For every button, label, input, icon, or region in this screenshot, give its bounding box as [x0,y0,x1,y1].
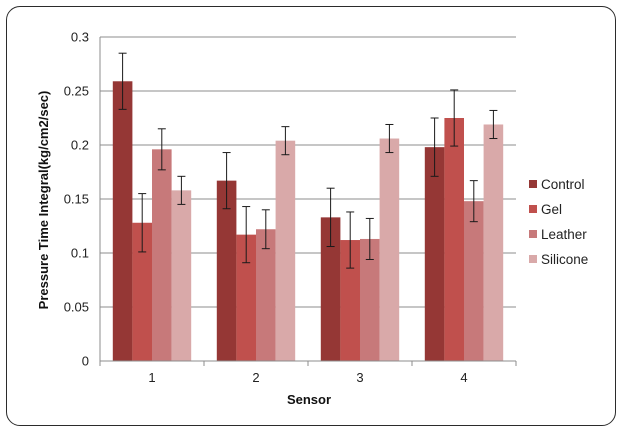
legend-label-gel: Gel [541,202,562,217]
legend-swatch-leather [529,230,537,238]
bar-chart: 0 0.05 0.1 0.15 0.2 0.25 0.3 1 2 3 4 Pressure Tim… [36,30,588,408]
x-tick-label: 4 [460,370,467,385]
y-tick-label: 0.3 [71,30,89,45]
bar-silicone-sensor-1 [171,190,192,361]
bar-silicone-sensor-3 [379,138,400,361]
legend-label-silicone: Silicone [541,252,588,267]
legend-swatch-silicone [529,255,537,263]
bar-silicone-sensor-4 [483,124,504,361]
y-axis-title: Pressure Time Integral(kg/cm2/sec) [36,91,51,310]
y-tick-label: 0.05 [64,300,89,315]
legend-label-leather: Leather [541,227,587,242]
bar-leather-sensor-4 [464,201,484,361]
bar-control-sensor-1 [112,81,133,361]
x-tick-label: 1 [148,370,155,385]
bar-control-sensor-4 [424,147,445,361]
legend-swatch-control [529,180,537,188]
y-tick-label: 0.2 [71,138,89,153]
x-tick-label: 3 [356,370,363,385]
bar-gel-sensor-2 [236,234,256,361]
x-tick-labels: 1 2 3 4 [148,370,467,385]
bar-control-sensor-2 [216,180,237,361]
legend: Control Gel Leather Silicone [529,177,588,267]
x-tick-label: 2 [252,370,259,385]
y-tick-label: 0 [82,354,89,369]
error-bars [118,52,498,269]
bar-gel-sensor-3 [340,240,360,361]
bar-gel-sensor-4 [444,118,464,361]
bar-silicone-sensor-2 [275,140,296,361]
bar-control-sensor-3 [320,217,341,361]
bar-gel-sensor-1 [132,222,152,361]
y-tick-labels: 0 0.05 0.1 0.15 0.2 0.25 0.3 [64,30,89,369]
bar-leather-sensor-2 [256,229,276,361]
legend-label-control: Control [541,177,585,192]
bar-leather-sensor-1 [152,149,172,361]
x-axis-title: Sensor [287,392,331,407]
bars [112,81,504,361]
bar-leather-sensor-3 [360,238,380,361]
y-tick-label: 0.1 [71,246,89,261]
y-tick-label: 0.25 [64,84,89,99]
axes [99,37,517,366]
legend-swatch-gel [529,205,537,213]
y-tick-label: 0.15 [64,192,89,207]
